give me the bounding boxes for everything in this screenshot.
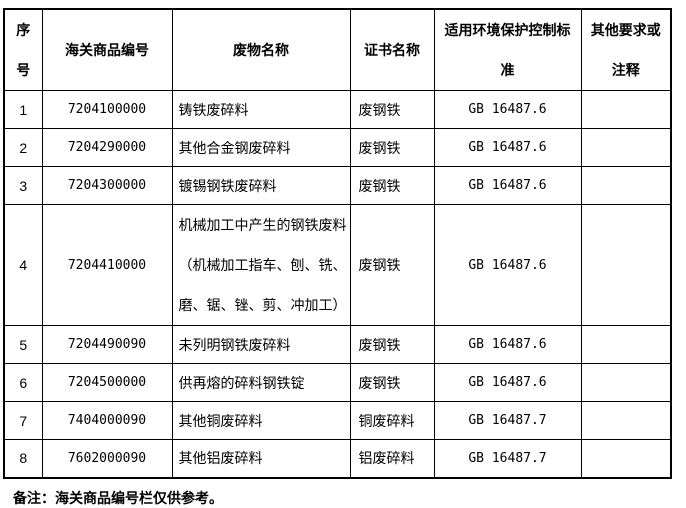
cell-cert-name: 废钢铁 (349, 204, 435, 326)
header-row: 序号 海关商品编号 废物名称 证书名称 适用环境保护控制标准 其他要求或注释 (3, 8, 672, 91)
cell-waste-name: 机械加工中产生的钢铁废料 （机械加工指车、刨、铣、 磨、锯、锉、剪、冲加工） (171, 204, 351, 326)
cell-hs-code: 7204100000 (41, 90, 173, 129)
cell-hs-code: 7204500000 (41, 363, 173, 402)
cell-hs-code: 7404000090 (41, 401, 173, 440)
table-row: 2 7204290000 其他合金钢废碎料 废钢铁 GB 16487.6 (3, 128, 672, 167)
cell-env-standard: GB 16487.6 (433, 90, 582, 129)
table-header: 序号 海关商品编号 废物名称 证书名称 适用环境保护控制标准 其他要求或注释 (3, 8, 672, 91)
col-header-waste-name: 废物名称 (171, 8, 351, 91)
cell-waste-name: 其他铜废碎料 (171, 401, 351, 440)
col-header-cert-name: 证书名称 (349, 8, 435, 91)
cell-cert-name: 废钢铁 (349, 325, 435, 364)
table-row: 4 7204410000 机械加工中产生的钢铁废料 （机械加工指车、刨、铣、 磨… (3, 204, 672, 326)
cell-other-notes (580, 363, 672, 402)
cell-hs-code: 7602000090 (41, 439, 173, 478)
cell-env-standard: GB 16487.6 (433, 363, 582, 402)
footnote: 备注：海关商品编号栏仅供参考。 (13, 489, 223, 506)
cell-hs-code: 7204300000 (41, 166, 173, 205)
cell-no: 1 (3, 90, 43, 129)
table-row: 5 7204490090 未列明钢铁废碎料 废钢铁 GB 16487.6 (3, 325, 672, 364)
cell-other-notes (580, 90, 672, 129)
cell-hs-code: 7204490090 (41, 325, 173, 364)
cell-env-standard: GB 16487.6 (433, 325, 582, 364)
table-row: 6 7204500000 供再熔的碎料钢铁锭 废钢铁 GB 16487.6 (3, 363, 672, 402)
cell-waste-name: 未列明钢铁废碎料 (171, 325, 351, 364)
col-header-no: 序号 (3, 8, 43, 91)
cell-other-notes (580, 439, 672, 478)
col-header-other-notes: 其他要求或注释 (580, 8, 672, 91)
table-row: 3 7204300000 镀锡钢铁废碎料 废钢铁 GB 16487.6 (3, 166, 672, 205)
cell-hs-code: 7204410000 (41, 204, 173, 326)
cell-env-standard: GB 16487.7 (433, 401, 582, 440)
cell-waste-name: 其他铝废碎料 (171, 439, 351, 478)
cell-no: 4 (3, 204, 43, 326)
table-row: 7 7404000090 其他铜废碎料 铜废碎料 GB 16487.7 (3, 401, 672, 440)
cell-waste-name: 铸铁废碎料 (171, 90, 351, 129)
cell-other-notes (580, 325, 672, 364)
cell-no: 3 (3, 166, 43, 205)
cell-no: 7 (3, 401, 43, 440)
table-row: 1 7204100000 铸铁废碎料 废钢铁 GB 16487.6 (3, 90, 672, 129)
cell-env-standard: GB 16487.6 (433, 204, 582, 326)
cell-waste-name: 镀锡钢铁废碎料 (171, 166, 351, 205)
cell-env-standard: GB 16487.7 (433, 439, 582, 478)
waste-import-table: 序号 海关商品编号 废物名称 证书名称 适用环境保护控制标准 其他要求或注释 1… (3, 8, 672, 479)
cell-cert-name: 废钢铁 (349, 90, 435, 129)
cell-cert-name: 铜废碎料 (349, 401, 435, 440)
cell-cert-name: 废钢铁 (349, 128, 435, 167)
cell-waste-name: 供再熔的碎料钢铁锭 (171, 363, 351, 402)
col-header-env-standard: 适用环境保护控制标准 (433, 8, 582, 91)
cell-cert-name: 废钢铁 (349, 166, 435, 205)
cell-other-notes (580, 401, 672, 440)
cell-env-standard: GB 16487.6 (433, 166, 582, 205)
cell-other-notes (580, 204, 672, 326)
cell-hs-code: 7204290000 (41, 128, 173, 167)
cell-no: 2 (3, 128, 43, 167)
cell-no: 5 (3, 325, 43, 364)
cell-waste-name: 其他合金钢废碎料 (171, 128, 351, 167)
cell-cert-name: 废钢铁 (349, 363, 435, 402)
cell-env-standard: GB 16487.6 (433, 128, 582, 167)
cell-no: 8 (3, 439, 43, 478)
cell-no: 6 (3, 363, 43, 402)
table-row: 8 7602000090 其他铝废碎料 铝废碎料 GB 16487.7 (3, 439, 672, 478)
cell-cert-name: 铝废碎料 (349, 439, 435, 478)
cell-other-notes (580, 128, 672, 167)
col-header-hs-code: 海关商品编号 (41, 8, 173, 91)
cell-other-notes (580, 166, 672, 205)
table-body: 1 7204100000 铸铁废碎料 废钢铁 GB 16487.6 2 7204… (3, 90, 672, 478)
